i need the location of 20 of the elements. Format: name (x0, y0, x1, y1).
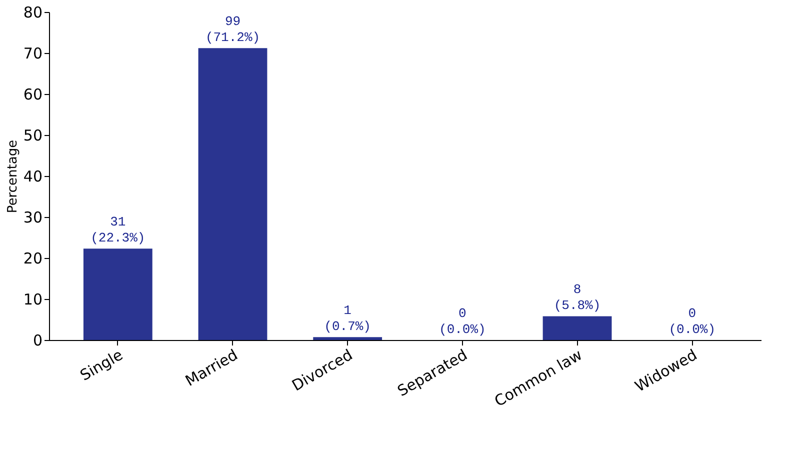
bar (198, 48, 268, 340)
text: 1 (0.7%) (324, 303, 371, 334)
y-tick-label: 80 (23, 4, 42, 22)
y-tick-label: 50 (23, 126, 42, 144)
y-tick-label: 70 (23, 44, 42, 62)
text: 0 (0.0%) (439, 306, 486, 337)
y-tick-label: 60 (23, 86, 42, 104)
y-tick-label: 40 (23, 168, 42, 186)
y-tick-label: 20 (23, 250, 42, 268)
text: 99 (71.2%) (205, 14, 260, 46)
y-tick-label: 30 (23, 208, 42, 226)
y-tick-label: 10 (23, 290, 42, 308)
bar (313, 337, 382, 340)
bar (83, 248, 152, 340)
bar (542, 316, 612, 340)
y-axis-title: Percentage (5, 140, 20, 214)
text: 0 (0.0%) (668, 306, 716, 337)
text: 8 (5.8%) (554, 282, 601, 314)
y-tick-label: 0 (32, 332, 42, 350)
text: 31 (22.3%) (90, 214, 146, 246)
